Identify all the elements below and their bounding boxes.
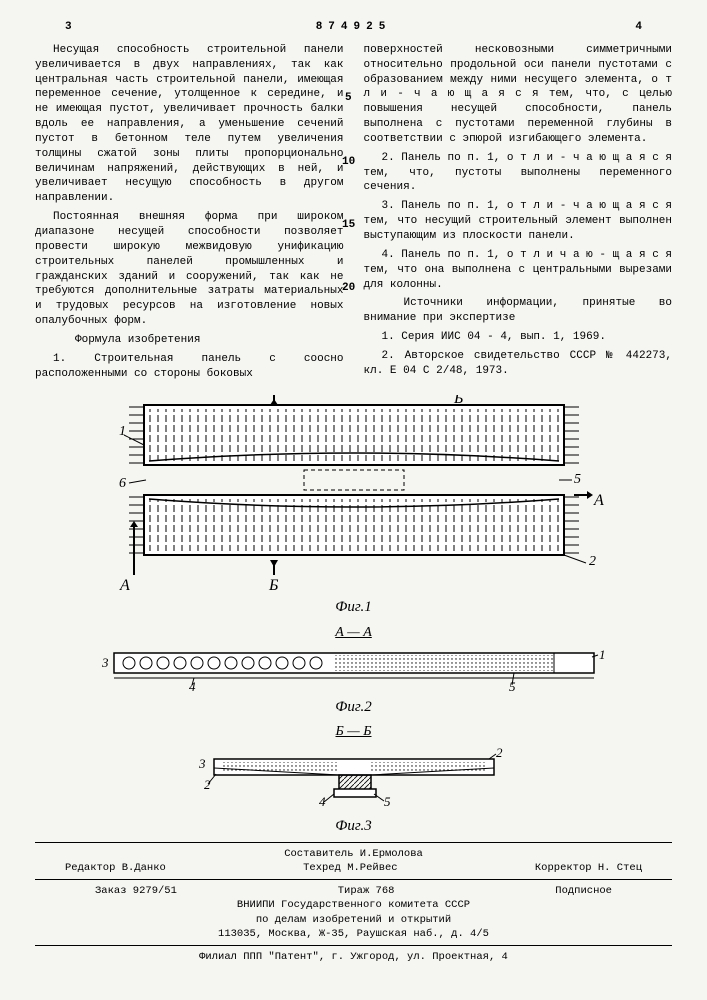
credits-block: Составитель И.Ермолова Редактор В.Данко … (35, 842, 672, 875)
callout: Б (453, 395, 464, 407)
callout: 2 (496, 745, 503, 760)
fig3-label: Фиг.3 (174, 816, 534, 836)
podpis: Подписное (555, 884, 612, 898)
addr: 113035, Москва, Ж-35, Раушская наб., д. … (35, 927, 672, 941)
callout: 2 (589, 554, 596, 569)
text-columns: Несущая способность строительной панели … (35, 43, 672, 386)
corrector: Корректор Н. Стец (535, 861, 642, 875)
tirazh: Тираж 768 (338, 884, 395, 898)
callout: Б (268, 577, 279, 594)
callout: 3 (198, 756, 206, 771)
callout: 5 (384, 794, 391, 809)
page-right: 4 (635, 20, 642, 35)
left-column: Несущая способность строительной панели … (35, 43, 344, 386)
section-aa: А — А (74, 624, 634, 643)
imprint-block: Заказ 9279/51 Тираж 768 Подписное ВНИИПИ… (35, 879, 672, 941)
footer: Филиал ППП "Патент", г. Ужгород, ул. Про… (35, 945, 672, 964)
page-left: 3 (65, 20, 72, 35)
fig2-label: Фиг.2 (74, 697, 634, 717)
callout: 5 (574, 472, 581, 487)
callout: 2 (204, 777, 211, 792)
fig2-svg: 1 3 4 5 (74, 645, 634, 695)
paragraph: Несущая способность строительной панели … (35, 43, 344, 206)
right-column: поверхностей несковозными симметричными … (364, 43, 673, 386)
source-item: 2. Авторское свидетельство СССР № 442273… (364, 349, 673, 379)
callout: 6 (119, 476, 126, 491)
callout: 1 (119, 424, 126, 439)
paragraph: Постоянная внешняя форма при широком диа… (35, 210, 344, 329)
callout: 4 (189, 679, 196, 694)
paragraph: поверхностей несковозными симметричными … (364, 43, 673, 147)
section-bb: Б — Б (174, 723, 534, 742)
compiler: Составитель И.Ермолова (35, 847, 672, 861)
paragraph: 2. Панель по п. 1, о т л и - ч а ю щ а я… (364, 151, 673, 196)
sources-title: Источники информации, принятые во вниман… (364, 296, 673, 326)
formula-title: Формула изобретения (35, 333, 344, 348)
fig1-label: Фиг.1 (74, 597, 634, 617)
callout: 3 (101, 655, 109, 670)
margin-10: 10 (342, 155, 355, 170)
header-row: 3 874925 4 (35, 20, 672, 35)
figure-3: Б — Б 2 2 3 4 5 Фиг.3 (174, 723, 534, 836)
callout: 1 (599, 647, 606, 662)
order: Заказ 9279/51 (95, 884, 177, 898)
paragraph: 3. Панель по п. 1, о т л и - ч а ю щ а я… (364, 199, 673, 244)
fig1-svg: 1 2 5 6 А А Б Б (74, 395, 634, 595)
figure-1: 1 2 5 6 А А Б Б Фиг.1 (74, 395, 634, 617)
source-item: 1. Серия ИИС 04 - 4, вып. 1, 1969. (364, 330, 673, 345)
callout: А (593, 492, 604, 509)
patent-number: 874925 (316, 20, 392, 35)
fig3-svg: 2 2 3 4 5 (174, 744, 534, 814)
margin-20: 20 (342, 281, 355, 296)
paragraph: 1. Строительная панель с соосно располож… (35, 352, 344, 382)
techred: Техред М.Рейвес (303, 861, 398, 875)
editor: Редактор В.Данко (65, 861, 166, 875)
figure-2: А — А 1 3 4 5 Фиг.2 (74, 624, 634, 717)
margin-5: 5 (345, 91, 352, 106)
margin-15: 15 (342, 218, 355, 233)
paragraph: 4. Панель по п. 1, о т л и ч а ю - щ а я… (364, 248, 673, 293)
org2: по делам изобретений и открытий (35, 913, 672, 927)
org1: ВНИИПИ Государственного комитета СССР (35, 898, 672, 912)
callout: А (119, 577, 130, 594)
